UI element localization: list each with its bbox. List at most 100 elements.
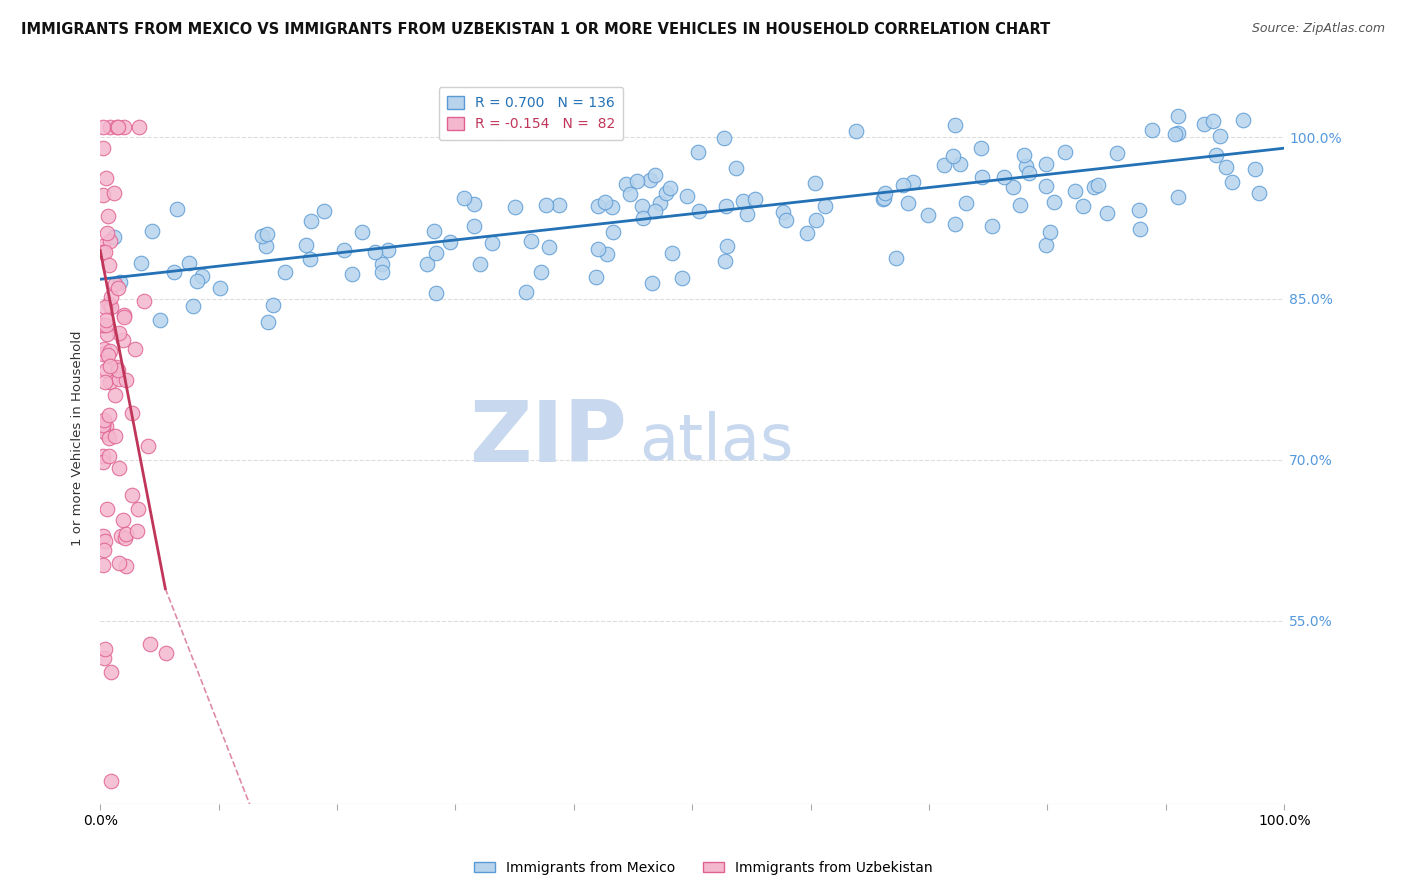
Point: [650, 196, 672, 211]
Point: [107, 363, 129, 377]
Point: [96, 226, 118, 240]
Point: [371, 265, 394, 279]
Point: [744, 192, 766, 206]
Point: [110, 529, 132, 543]
Point: [190, 268, 212, 283]
Point: [129, 256, 152, 270]
Point: [654, 186, 676, 200]
Point: [127, 501, 149, 516]
Point: [872, 192, 894, 206]
Point: [1140, 123, 1163, 137]
Point: [139, 637, 162, 651]
Point: [128, 120, 150, 134]
Point: [98, 375, 121, 389]
Point: [127, 524, 149, 538]
Point: [644, 168, 666, 182]
Point: [97, 209, 120, 223]
Y-axis label: 1 or more Vehicles in Household: 1 or more Vehicles in Household: [72, 331, 84, 546]
Point: [735, 207, 758, 221]
Point: [94, 533, 117, 548]
Point: [96, 171, 118, 186]
Point: [299, 213, 322, 227]
Point: [98, 297, 121, 311]
Point: [547, 198, 569, 212]
Point: [93, 413, 115, 427]
Point: [897, 195, 920, 210]
Point: [94, 418, 117, 433]
Point: [108, 372, 131, 386]
Point: [585, 269, 607, 284]
Point: [713, 131, 735, 145]
Point: [917, 208, 939, 222]
Point: [1002, 180, 1025, 194]
Point: [111, 513, 134, 527]
Point: [108, 556, 131, 570]
Point: [94, 300, 117, 314]
Point: [1043, 195, 1066, 210]
Point: [602, 225, 624, 239]
Point: [619, 187, 641, 202]
Point: [676, 189, 699, 203]
Point: [121, 488, 143, 502]
Point: [631, 199, 654, 213]
Point: [1192, 117, 1215, 131]
Point: [970, 140, 993, 154]
Point: [91, 418, 114, 433]
Point: [955, 195, 977, 210]
Point: [299, 252, 322, 266]
Point: [295, 238, 318, 252]
Point: [111, 334, 134, 348]
Point: [1095, 206, 1118, 220]
Point: [638, 172, 661, 186]
Point: [91, 141, 114, 155]
Point: [105, 360, 128, 375]
Point: [91, 239, 114, 253]
Point: [804, 213, 827, 227]
Point: [942, 149, 965, 163]
Point: [91, 449, 114, 463]
Point: [91, 187, 114, 202]
Point: [1220, 175, 1243, 189]
Point: [1071, 199, 1094, 213]
Point: [588, 199, 610, 213]
Point: [181, 299, 204, 313]
Point: [1039, 225, 1062, 239]
Point: [725, 161, 748, 176]
Point: [98, 234, 121, 248]
Point: [94, 244, 117, 259]
Point: [453, 191, 475, 205]
Point: [1035, 179, 1057, 194]
Point: [136, 439, 159, 453]
Point: [804, 176, 827, 190]
Point: [1105, 145, 1128, 160]
Point: [112, 308, 135, 322]
Point: [98, 450, 121, 464]
Point: [775, 213, 797, 227]
Point: [273, 265, 295, 279]
Point: [481, 236, 503, 251]
Point: [97, 348, 120, 362]
Point: [943, 218, 966, 232]
Point: [91, 318, 114, 332]
Point: [93, 416, 115, 430]
Point: [100, 120, 122, 134]
Point: [1083, 179, 1105, 194]
Point: [845, 124, 868, 138]
Point: [1232, 112, 1254, 127]
Point: [671, 270, 693, 285]
Point: [1063, 185, 1085, 199]
Point: [796, 226, 818, 240]
Point: [115, 559, 138, 574]
Point: [108, 326, 131, 341]
Point: [98, 259, 121, 273]
Point: [91, 529, 114, 543]
Point: [1035, 157, 1057, 171]
Point: [132, 294, 155, 309]
Point: [980, 219, 1002, 233]
Point: [91, 244, 114, 259]
Point: [100, 290, 122, 304]
Text: atlas: atlas: [638, 411, 793, 473]
Point: [371, 257, 394, 271]
Point: [537, 239, 560, 253]
Point: [949, 157, 972, 171]
